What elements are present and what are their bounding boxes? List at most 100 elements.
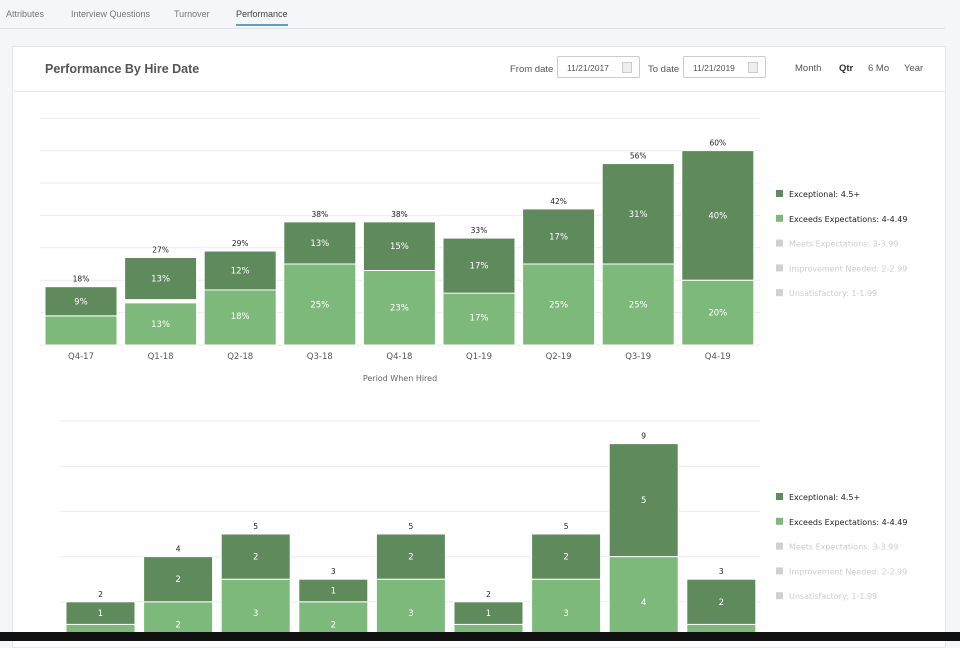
x-tick-label: Q1-18: [148, 352, 174, 362]
data-label: 17%: [549, 232, 568, 242]
total-label: 18%: [73, 275, 90, 284]
legend-swatch: [776, 264, 783, 272]
x-tick-label: Q2-19: [546, 352, 572, 362]
legend-item[interactable]: Exceptional: 4.5+: [789, 190, 860, 199]
legend-item[interactable]: Exceeds Expectations: 4-4.49: [789, 215, 907, 224]
total-label: 42%: [550, 197, 567, 206]
data-label: 13%: [151, 275, 170, 285]
total-label: 38%: [391, 210, 408, 219]
data-label: 2: [719, 598, 724, 608]
legend-item[interactable]: Improvement Needed: 2-2.99: [789, 567, 907, 576]
legend-item[interactable]: Meets Expectations: 3-3.99: [789, 240, 898, 249]
legend-swatch: [776, 493, 783, 500]
bar-exceptional: [362, 221, 436, 271]
data-label: 40%: [708, 211, 727, 221]
total-label: 3: [719, 567, 724, 576]
data-label: 3: [408, 609, 413, 619]
legend-item[interactable]: Improvement Needed: 2-2.99: [789, 264, 907, 273]
calendar-icon[interactable]: [748, 62, 758, 73]
performance-card: Performance By Hire Date From date 11/21…: [12, 46, 946, 648]
legend-item[interactable]: Meets Expectations: 3-3.99: [789, 543, 898, 552]
bar-exceeds: [608, 556, 679, 641]
bar-exceptional: [453, 601, 524, 625]
bar-exceptional: [522, 208, 596, 265]
data-label: 3: [563, 609, 568, 619]
data-label: 2: [408, 553, 413, 563]
data-label: 3: [253, 609, 258, 619]
data-label: 20%: [708, 309, 727, 319]
data-label: 2: [253, 553, 258, 563]
legend-swatch: [776, 517, 783, 525]
data-label: 4: [641, 598, 646, 608]
bar-exceptional: [124, 257, 198, 301]
screen-edge: [0, 632, 960, 641]
bar-exceptional: [283, 221, 357, 265]
total-label: 60%: [709, 139, 726, 148]
data-label: 25%: [310, 301, 329, 311]
period-month[interactable]: Month: [795, 63, 822, 74]
bar-exceeds: [44, 315, 118, 346]
bar-exceptional: [531, 533, 602, 580]
calendar-icon[interactable]: [622, 62, 632, 73]
data-label: 18%: [231, 312, 250, 322]
data-label: 13%: [151, 320, 170, 330]
data-label: 25%: [549, 301, 568, 311]
x-tick-label: Q2-18: [227, 352, 253, 362]
x-tick-label: Q1-19: [466, 352, 492, 362]
x-tick-label: Q4-17: [68, 352, 94, 362]
bar-exceeds: [681, 279, 755, 346]
to-date-value: 11/21/2019: [693, 63, 735, 73]
legend-item[interactable]: Exceeds Expectations: 4-4.49: [789, 518, 907, 527]
period-year[interactable]: Year: [904, 63, 924, 74]
data-label: 23%: [390, 304, 409, 314]
bar-exceptional: [681, 150, 755, 281]
data-label: 15%: [390, 242, 409, 252]
data-label: 1: [98, 609, 103, 619]
data-label: 1: [486, 609, 491, 619]
tab-bar: Attributes Interview Questions Turnover …: [0, 0, 945, 29]
legend-swatch: [776, 592, 783, 600]
bar-exceeds: [203, 286, 277, 346]
to-date-input[interactable]: 11/21/2019: [683, 56, 766, 78]
legend-item[interactable]: Unsatisfactory: 1-1.99: [789, 289, 877, 298]
data-label: 31%: [629, 210, 648, 220]
bar-exceptional: [375, 533, 446, 580]
tab-turnover[interactable]: Turnover: [174, 9, 210, 19]
card-header: Performance By Hire Date From date 11/21…: [13, 47, 945, 92]
bar-exceptional: [686, 578, 757, 625]
bar-exceeds: [362, 269, 436, 346]
total-label: 27%: [152, 246, 169, 255]
to-date-label: To date: [648, 64, 680, 75]
total-label: 5: [253, 522, 258, 531]
bar-exceeds: [522, 263, 596, 346]
legend-swatch: [776, 214, 783, 222]
legend-swatch: [776, 190, 783, 197]
from-date-value: 11/21/2017: [567, 63, 609, 73]
x-tick-label: Q4-19: [705, 352, 731, 362]
total-label: 38%: [311, 210, 328, 219]
bar-exceptional: [220, 533, 291, 580]
data-label: 17%: [470, 262, 489, 272]
period-6mo[interactable]: 6 Mo: [868, 63, 890, 74]
from-date-input[interactable]: 11/21/2017: [557, 56, 640, 78]
tab-performance[interactable]: Performance: [236, 9, 288, 26]
bar-exceptional: [203, 250, 277, 291]
legend-item[interactable]: Unsatisfactory: 1-1.99: [789, 592, 877, 601]
total-label: 5: [564, 522, 569, 531]
bar-exceptional: [143, 556, 214, 603]
period-qtr[interactable]: Qtr: [839, 63, 854, 74]
data-label: 5: [641, 496, 646, 506]
data-label: 12%: [231, 266, 250, 276]
tab-interview-questions[interactable]: Interview Questions: [71, 9, 151, 19]
page-title: Performance By Hire Date: [45, 62, 200, 76]
x-tick-label: Q3-19: [625, 352, 651, 362]
bar-exceeds: [601, 263, 675, 346]
bar-exceptional: [65, 601, 136, 625]
total-label: 5: [409, 522, 414, 531]
legend-item[interactable]: Exceptional: 4.5+: [789, 493, 860, 502]
total-label: 9: [641, 432, 646, 441]
x-tick-label: Q3-18: [307, 352, 333, 362]
tab-attributes[interactable]: Attributes: [6, 9, 45, 19]
bar-exceeds: [220, 578, 291, 641]
